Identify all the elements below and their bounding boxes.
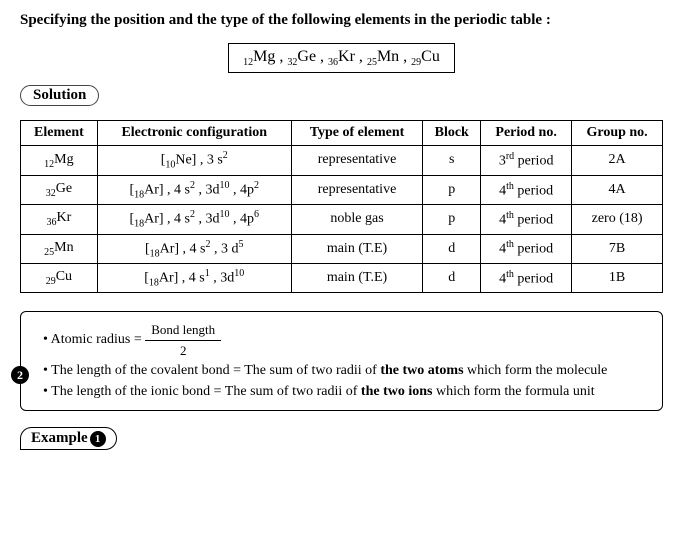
cell-element: 36Kr (21, 205, 98, 234)
cell-block: s (423, 146, 481, 175)
cell-group: 2A (572, 146, 663, 175)
notes-box: 2 • Atomic radius = Bond length 2 • The … (20, 311, 663, 411)
col-group: Group no. (572, 121, 663, 146)
example-number-icon: 1 (90, 431, 106, 447)
fraction-top: Bond length (145, 320, 221, 341)
cell-config: [18Ar] , 4 s1 , 3d10 (97, 264, 291, 293)
cell-config: [18Ar] , 4 s2 , 3d10 , 4p2 (97, 175, 291, 204)
cell-period: 4th period (481, 205, 572, 234)
table-body: 12Mg[10Ne] , 3 s2representatives3rd peri… (21, 146, 663, 293)
cell-config: [18Ar] , 4 s2 , 3d10 , 4p6 (97, 205, 291, 234)
cell-type: main (T.E) (291, 234, 423, 263)
example-label: Example1 (20, 427, 117, 450)
note-line-1: • Atomic radius = Bond length 2 (43, 320, 648, 360)
cell-group: 1B (572, 264, 663, 293)
solution-label: Solution (20, 85, 99, 106)
cell-block: d (423, 234, 481, 263)
cell-group: 7B (572, 234, 663, 263)
cell-group: zero (18) (572, 205, 663, 234)
page-heading: Specifying the position and the type of … (20, 12, 663, 29)
cell-period: 3rd period (481, 146, 572, 175)
table-row: 29Cu[18Ar] , 4 s1 , 3d10main (T.E)d4th p… (21, 264, 663, 293)
cell-type: representative (291, 146, 423, 175)
table-row: 12Mg[10Ne] , 3 s2representatives3rd peri… (21, 146, 663, 175)
notes-badge: 2 (11, 366, 29, 384)
fraction: Bond length 2 (145, 320, 221, 360)
col-element: Element (21, 121, 98, 146)
note-line-2: • The length of the covalent bond = The … (43, 360, 648, 381)
cell-config: [18Ar] , 4 s2 , 3 d5 (97, 234, 291, 263)
cell-element: 25Mn (21, 234, 98, 263)
note-line-3: • The length of the ionic bond = The sum… (43, 381, 648, 402)
cell-group: 4A (572, 175, 663, 204)
table-row: 36Kr[18Ar] , 4 s2 , 3d10 , 4p6noble gasp… (21, 205, 663, 234)
elements-list-box: 12Mg , 32Ge , 36Kr , 25Mn , 29Cu (228, 43, 455, 73)
elements-table: Element Electronic configuration Type of… (20, 120, 663, 293)
table-header-row: Element Electronic configuration Type of… (21, 121, 663, 146)
fraction-bottom: 2 (145, 341, 221, 361)
cell-type: representative (291, 175, 423, 204)
col-period: Period no. (481, 121, 572, 146)
col-block: Block (423, 121, 481, 146)
cell-block: d (423, 264, 481, 293)
table-row: 32Ge[18Ar] , 4 s2 , 3d10 , 4p2representa… (21, 175, 663, 204)
cell-period: 4th period (481, 234, 572, 263)
cell-element: 29Cu (21, 264, 98, 293)
cell-period: 4th period (481, 175, 572, 204)
col-config: Electronic configuration (97, 121, 291, 146)
table-row: 25Mn[18Ar] , 4 s2 , 3 d5main (T.E)d4th p… (21, 234, 663, 263)
cell-config: [10Ne] , 3 s2 (97, 146, 291, 175)
cell-element: 32Ge (21, 175, 98, 204)
cell-block: p (423, 205, 481, 234)
cell-period: 4th period (481, 264, 572, 293)
cell-type: main (T.E) (291, 264, 423, 293)
cell-type: noble gas (291, 205, 423, 234)
col-type: Type of element (291, 121, 423, 146)
cell-block: p (423, 175, 481, 204)
cell-element: 12Mg (21, 146, 98, 175)
